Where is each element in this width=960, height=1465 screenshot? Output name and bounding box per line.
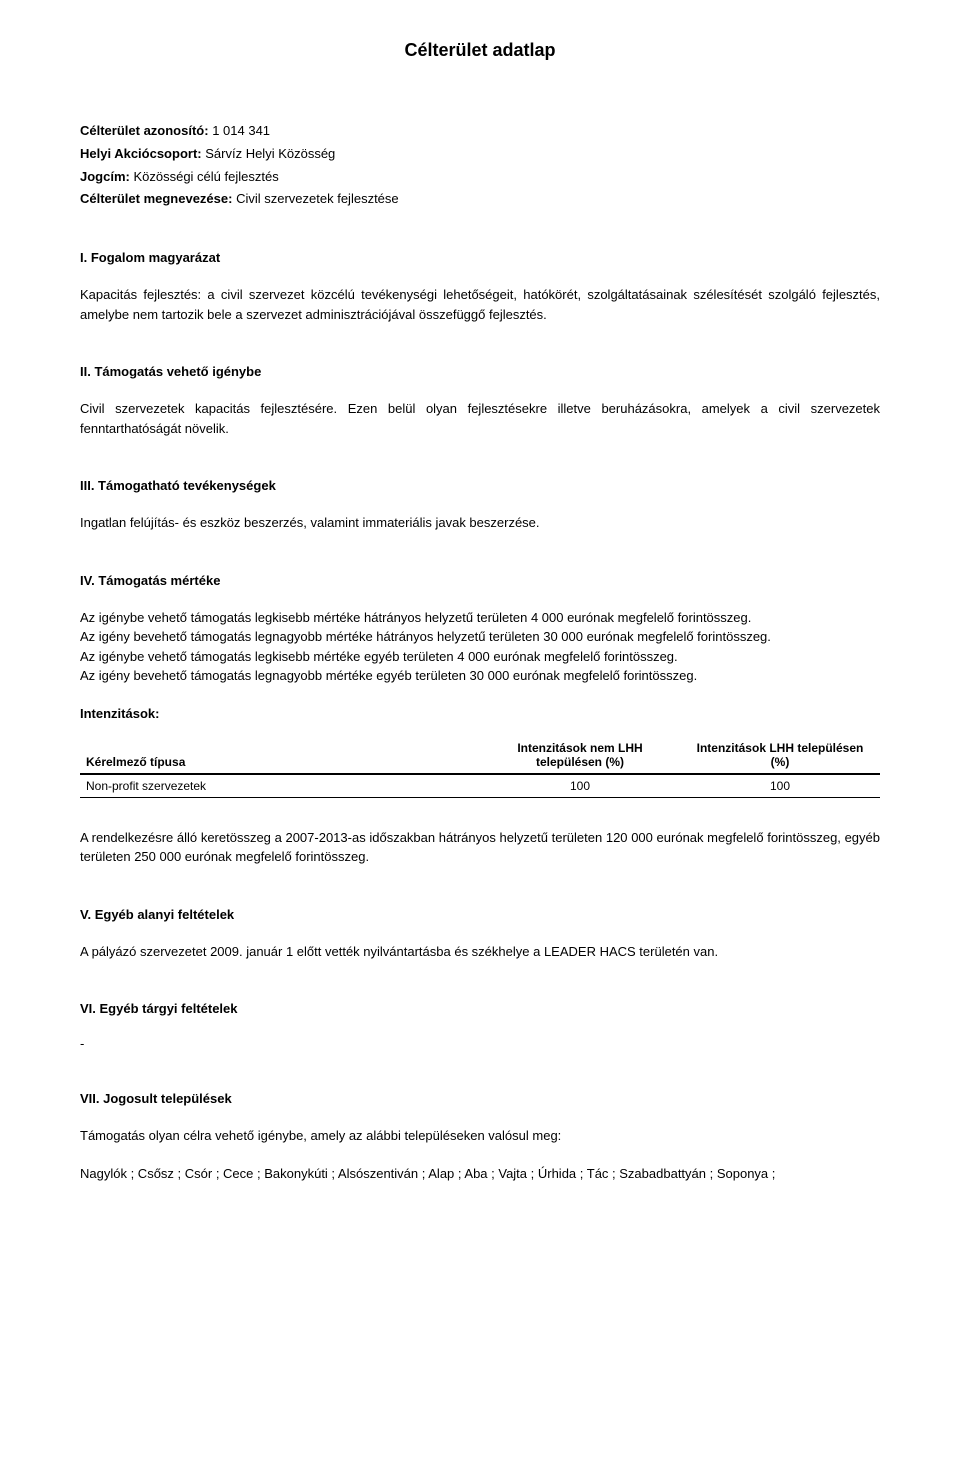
intensity-row: Non-profit szervezetek 100 100: [80, 774, 880, 798]
section-ii-text: Civil szervezetek kapacitás fejlesztésér…: [80, 399, 880, 438]
meta-label-hacs: Helyi Akciócsoport:: [80, 146, 202, 161]
meta-row-jogcim: Jogcím: Közösségi célú fejlesztés: [80, 167, 880, 188]
section-ii: II. Támogatás vehető igénybe Civil szerv…: [80, 364, 880, 438]
intensity-cell-nonlhh: 100: [480, 774, 680, 798]
intensity-table: Kérelmező típusa Intenzitások nem LHH te…: [80, 737, 880, 798]
section-i-text: Kapacitás fejlesztés: a civil szervezet …: [80, 285, 880, 324]
intensity-header-lhh: Intenzitások LHH településen (%): [680, 737, 880, 774]
document-page: Célterület adatlap Célterület azonosító:…: [40, 0, 920, 1263]
intensity-cell-type: Non-profit szervezetek: [80, 774, 480, 798]
meta-row-hacs: Helyi Akciócsoport: Sárvíz Helyi Közössé…: [80, 144, 880, 165]
section-ii-heading: II. Támogatás vehető igénybe: [80, 364, 880, 379]
intensities-label: Intenzitások:: [80, 706, 880, 721]
section-v-heading: V. Egyéb alanyi feltételek: [80, 907, 880, 922]
section-iii-heading: III. Támogatható tevékenységek: [80, 478, 880, 493]
section-vii-list: Nagylók ; Csősz ; Csór ; Cece ; Bakonykú…: [80, 1164, 880, 1184]
section-i-heading: I. Fogalom magyarázat: [80, 250, 880, 265]
amount-line-3: Az igénybe vehető támogatás legkisebb mé…: [80, 647, 880, 667]
section-iii-text: Ingatlan felújítás- és eszköz beszerzés,…: [80, 513, 880, 533]
section-v: V. Egyéb alanyi feltételek A pályázó sze…: [80, 907, 880, 962]
section-vi-text: -: [80, 1036, 880, 1051]
intensity-header-nonlhh: Intenzitások nem LHH településen (%): [480, 737, 680, 774]
section-vii: VII. Jogosult települések Támogatás olya…: [80, 1091, 880, 1183]
meta-value-hacs: Sárvíz Helyi Közösség: [205, 146, 335, 161]
meta-value-id: 1 014 341: [212, 123, 270, 138]
meta-value-jogcim: Közösségi célú fejlesztés: [133, 169, 278, 184]
meta-block: Célterület azonosító: 1 014 341 Helyi Ak…: [80, 121, 880, 210]
section-iv-amounts: Az igénybe vehető támogatás legkisebb mé…: [80, 608, 880, 686]
section-i: I. Fogalom magyarázat Kapacitás fejleszt…: [80, 250, 880, 324]
intensity-header-row: Kérelmező típusa Intenzitások nem LHH te…: [80, 737, 880, 774]
intensity-header-type: Kérelmező típusa: [80, 737, 480, 774]
meta-label-name: Célterület megnevezése:: [80, 191, 232, 206]
intensity-cell-lhh: 100: [680, 774, 880, 798]
meta-label-id: Célterület azonosító:: [80, 123, 209, 138]
section-vii-heading: VII. Jogosult települések: [80, 1091, 880, 1106]
amount-line-1: Az igénybe vehető támogatás legkisebb mé…: [80, 608, 880, 628]
meta-row-name: Célterület megnevezése: Civil szervezete…: [80, 189, 880, 210]
section-iv: IV. Támogatás mértéke Az igénybe vehető …: [80, 573, 880, 867]
section-v-text: A pályázó szervezetet 2009. január 1 elő…: [80, 942, 880, 962]
section-iv-heading: IV. Támogatás mértéke: [80, 573, 880, 588]
meta-row-id: Célterület azonosító: 1 014 341: [80, 121, 880, 142]
amount-line-2: Az igény bevehető támogatás legnagyobb m…: [80, 627, 880, 647]
meta-value-name: Civil szervezetek fejlesztése: [236, 191, 399, 206]
section-iv-budget: A rendelkezésre álló keretösszeg a 2007-…: [80, 828, 880, 867]
meta-label-jogcim: Jogcím:: [80, 169, 130, 184]
section-iii: III. Támogatható tevékenységek Ingatlan …: [80, 478, 880, 533]
document-title: Célterület adatlap: [80, 40, 880, 61]
amount-line-4: Az igény bevehető támogatás legnagyobb m…: [80, 666, 880, 686]
section-vi: VI. Egyéb tárgyi feltételek -: [80, 1001, 880, 1051]
section-vi-heading: VI. Egyéb tárgyi feltételek: [80, 1001, 880, 1016]
section-vii-intro: Támogatás olyan célra vehető igénybe, am…: [80, 1126, 880, 1146]
